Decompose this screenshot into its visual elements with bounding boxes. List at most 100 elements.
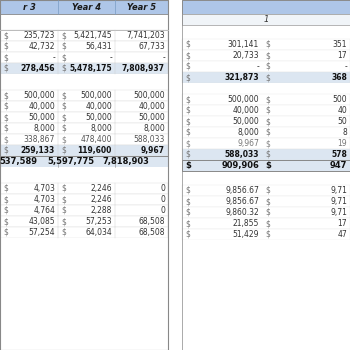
- Text: $: $: [185, 197, 190, 206]
- Text: $: $: [61, 42, 66, 51]
- Bar: [0, 123, 168, 134]
- Text: $: $: [61, 146, 66, 155]
- Bar: [182, 240, 350, 350]
- Text: 8: 8: [342, 128, 347, 137]
- Text: 9,71: 9,71: [330, 208, 347, 217]
- Bar: [0, 145, 168, 156]
- Text: $: $: [3, 124, 8, 133]
- Text: 19: 19: [337, 139, 347, 148]
- Text: 4,764: 4,764: [33, 206, 55, 215]
- Text: Year 5: Year 5: [127, 2, 156, 12]
- Bar: [0, 134, 168, 145]
- Text: 0: 0: [160, 206, 165, 215]
- Text: 8,000: 8,000: [33, 124, 55, 133]
- Text: -: -: [162, 53, 165, 62]
- Bar: [182, 0, 350, 350]
- Text: $: $: [3, 146, 8, 155]
- Text: $: $: [61, 135, 66, 144]
- Text: 5,597,775: 5,597,775: [47, 157, 94, 166]
- Text: $: $: [3, 206, 8, 215]
- Text: 9,856.67: 9,856.67: [225, 186, 259, 195]
- Bar: [0, 41, 168, 52]
- Text: 278,456: 278,456: [21, 64, 55, 73]
- Bar: [0, 0, 168, 14]
- Text: 50: 50: [337, 117, 347, 126]
- Text: -: -: [52, 53, 55, 62]
- Bar: [182, 196, 350, 207]
- Text: $: $: [185, 73, 190, 82]
- Text: 17: 17: [337, 51, 347, 60]
- Text: 588,033: 588,033: [224, 150, 259, 159]
- Text: $: $: [185, 186, 190, 195]
- Bar: [0, 0, 168, 350]
- Text: $: $: [3, 64, 8, 73]
- Bar: [182, 50, 350, 61]
- Text: 50,000: 50,000: [232, 117, 259, 126]
- Text: $: $: [61, 64, 66, 73]
- Text: 588,033: 588,033: [134, 135, 165, 144]
- Text: $: $: [265, 73, 270, 82]
- Text: $: $: [265, 128, 270, 137]
- Text: $: $: [3, 91, 8, 100]
- Bar: [182, 149, 350, 160]
- Text: $: $: [185, 150, 190, 159]
- Text: 42,732: 42,732: [28, 42, 55, 51]
- Text: $: $: [3, 217, 8, 226]
- Bar: [0, 101, 168, 112]
- Bar: [0, 156, 168, 167]
- Text: 259,133: 259,133: [21, 146, 55, 155]
- Text: $: $: [3, 135, 8, 144]
- Text: 40: 40: [337, 106, 347, 115]
- Text: 40,000: 40,000: [28, 102, 55, 111]
- Text: $: $: [3, 31, 8, 40]
- Bar: [0, 227, 168, 238]
- Text: $: $: [61, 217, 66, 226]
- Text: $: $: [3, 102, 8, 111]
- Text: $: $: [3, 195, 8, 204]
- Text: 321,873: 321,873: [224, 73, 259, 82]
- Text: $: $: [185, 62, 190, 71]
- Text: 56,431: 56,431: [85, 42, 112, 51]
- Text: 9,967: 9,967: [141, 146, 165, 155]
- Text: $: $: [3, 53, 8, 62]
- Bar: [0, 194, 168, 205]
- Text: 47: 47: [337, 230, 347, 239]
- Text: $: $: [61, 206, 66, 215]
- Text: $: $: [61, 102, 66, 111]
- Bar: [0, 16, 168, 30]
- Text: $: $: [265, 95, 270, 104]
- Text: 500,000: 500,000: [228, 95, 259, 104]
- Text: 40,000: 40,000: [232, 106, 259, 115]
- Text: 5,478,175: 5,478,175: [69, 64, 112, 73]
- Text: $: $: [265, 139, 270, 148]
- Text: $: $: [185, 161, 191, 170]
- Text: $: $: [265, 186, 270, 195]
- Text: $: $: [3, 113, 8, 122]
- Text: $: $: [185, 128, 190, 137]
- Text: 368: 368: [331, 73, 347, 82]
- Bar: [0, 205, 168, 216]
- Text: $: $: [185, 95, 190, 104]
- Text: $: $: [185, 219, 190, 228]
- Bar: [0, 52, 168, 63]
- Text: $: $: [265, 197, 270, 206]
- Text: 947: 947: [330, 161, 347, 170]
- Bar: [182, 94, 350, 105]
- Text: r 3: r 3: [22, 2, 35, 12]
- Text: 578: 578: [331, 150, 347, 159]
- Text: $: $: [185, 106, 190, 115]
- Bar: [0, 216, 168, 227]
- Bar: [182, 0, 350, 14]
- Bar: [0, 90, 168, 101]
- Text: 9,856.67: 9,856.67: [225, 197, 259, 206]
- Bar: [182, 160, 350, 171]
- Text: 5,421,745: 5,421,745: [74, 31, 112, 40]
- Text: 57,253: 57,253: [85, 217, 112, 226]
- Text: $: $: [61, 113, 66, 122]
- Text: $: $: [185, 208, 190, 217]
- Bar: [182, 83, 350, 94]
- Text: Year 4: Year 4: [72, 2, 101, 12]
- Text: 51,429: 51,429: [232, 230, 259, 239]
- Text: 9,71: 9,71: [330, 186, 347, 195]
- Text: 50,000: 50,000: [138, 113, 165, 122]
